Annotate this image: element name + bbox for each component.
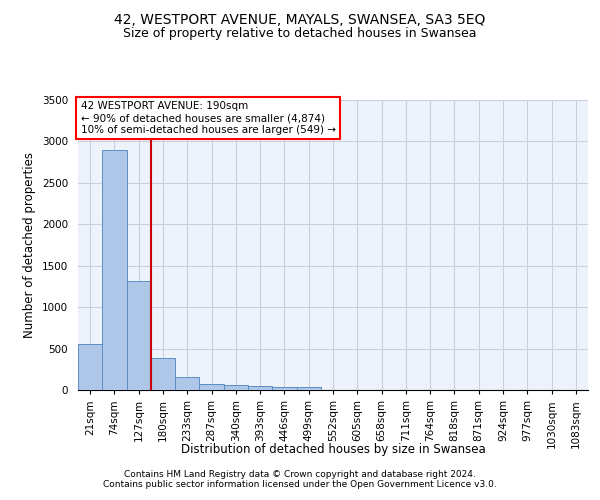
Bar [127,282,151,390]
Bar [224,386,248,390]
Text: Size of property relative to detached houses in Swansea: Size of property relative to detached ho… [123,28,477,40]
Text: 42, WESTPORT AVENUE, MAYALS, SWANSEA, SA3 5EQ: 42, WESTPORT AVENUE, MAYALS, SWANSEA, SA… [115,12,485,26]
Bar [296,387,321,390]
Bar [102,150,127,390]
Bar [151,358,175,390]
Bar [175,377,199,390]
Y-axis label: Number of detached properties: Number of detached properties [23,152,37,338]
Text: Distribution of detached houses by size in Swansea: Distribution of detached houses by size … [181,442,485,456]
Text: 42 WESTPORT AVENUE: 190sqm
← 90% of detached houses are smaller (4,874)
10% of s: 42 WESTPORT AVENUE: 190sqm ← 90% of deta… [80,102,335,134]
Bar [272,386,296,390]
Text: Contains HM Land Registry data © Crown copyright and database right 2024.
Contai: Contains HM Land Registry data © Crown c… [103,470,497,490]
Bar [199,384,224,390]
Bar [78,344,102,390]
Bar [248,386,272,390]
